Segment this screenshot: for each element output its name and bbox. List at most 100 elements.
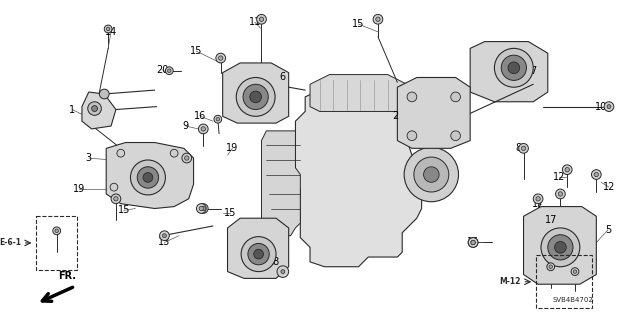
Text: 14: 14 — [105, 27, 117, 37]
Circle shape — [508, 62, 520, 74]
Circle shape — [376, 17, 380, 21]
Circle shape — [143, 173, 153, 182]
Polygon shape — [228, 218, 289, 278]
Circle shape — [571, 268, 579, 276]
Circle shape — [281, 270, 285, 273]
Circle shape — [250, 91, 262, 103]
Text: 17: 17 — [532, 199, 544, 209]
Circle shape — [468, 238, 478, 247]
Text: 16: 16 — [194, 111, 207, 121]
Circle shape — [549, 265, 552, 269]
Text: 1: 1 — [69, 105, 76, 115]
Circle shape — [248, 243, 269, 265]
Circle shape — [536, 197, 540, 201]
Circle shape — [106, 27, 110, 31]
Circle shape — [201, 206, 205, 211]
Text: 10: 10 — [595, 102, 607, 112]
Circle shape — [573, 270, 577, 273]
Circle shape — [257, 14, 266, 24]
Text: 2: 2 — [392, 111, 399, 121]
Circle shape — [407, 131, 417, 141]
Text: 15: 15 — [353, 19, 365, 29]
Polygon shape — [106, 143, 193, 209]
Text: 20: 20 — [156, 65, 169, 75]
Text: 3: 3 — [86, 153, 92, 163]
Circle shape — [563, 165, 572, 174]
Circle shape — [110, 183, 118, 191]
Circle shape — [241, 237, 276, 271]
Circle shape — [163, 234, 166, 238]
Circle shape — [198, 204, 208, 213]
Circle shape — [114, 197, 118, 201]
Circle shape — [555, 241, 566, 253]
Circle shape — [277, 266, 289, 278]
Circle shape — [533, 194, 543, 204]
Circle shape — [184, 156, 189, 160]
Circle shape — [111, 194, 121, 204]
Text: 15: 15 — [190, 46, 203, 56]
Bar — [36, 216, 77, 270]
Circle shape — [214, 115, 221, 123]
Polygon shape — [470, 41, 548, 102]
Text: 18: 18 — [268, 257, 280, 267]
Circle shape — [117, 149, 125, 157]
Polygon shape — [397, 78, 470, 148]
Circle shape — [137, 167, 159, 188]
Text: E-6-1: E-6-1 — [0, 239, 21, 248]
Circle shape — [468, 238, 478, 247]
Text: FR.: FR. — [58, 271, 76, 281]
Text: 13: 13 — [158, 237, 171, 248]
Circle shape — [547, 263, 555, 271]
Text: 7: 7 — [530, 66, 536, 76]
Text: 8: 8 — [516, 143, 522, 153]
Text: M-12: M-12 — [499, 277, 520, 286]
Circle shape — [471, 240, 476, 245]
Circle shape — [558, 192, 563, 196]
Circle shape — [92, 106, 97, 111]
Circle shape — [165, 67, 173, 75]
Circle shape — [471, 240, 476, 245]
Circle shape — [541, 228, 580, 267]
Circle shape — [404, 147, 458, 202]
Circle shape — [501, 55, 527, 80]
Text: 15: 15 — [224, 208, 237, 219]
Polygon shape — [310, 75, 407, 111]
Circle shape — [407, 92, 417, 102]
Circle shape — [182, 153, 191, 163]
Bar — [536, 255, 593, 308]
Circle shape — [99, 89, 109, 99]
Circle shape — [243, 84, 268, 109]
Circle shape — [591, 170, 601, 179]
Circle shape — [198, 124, 208, 134]
Circle shape — [199, 206, 204, 211]
Text: 9: 9 — [183, 121, 189, 131]
Circle shape — [55, 229, 58, 233]
Circle shape — [451, 92, 460, 102]
Polygon shape — [223, 63, 289, 123]
Circle shape — [168, 69, 171, 72]
Text: 11: 11 — [248, 17, 261, 27]
Circle shape — [201, 127, 205, 131]
Text: 15: 15 — [118, 205, 130, 215]
Circle shape — [259, 17, 264, 21]
Text: 12: 12 — [603, 182, 615, 192]
Text: SVB4B4702: SVB4B4702 — [553, 297, 593, 303]
Circle shape — [373, 14, 383, 24]
Text: 5: 5 — [605, 225, 611, 235]
Circle shape — [594, 172, 598, 177]
Circle shape — [548, 235, 573, 260]
Circle shape — [424, 167, 439, 182]
Polygon shape — [262, 131, 300, 236]
Circle shape — [236, 78, 275, 116]
Circle shape — [607, 105, 611, 108]
Text: 19: 19 — [227, 143, 239, 153]
Circle shape — [218, 56, 223, 60]
Circle shape — [604, 102, 614, 111]
Circle shape — [104, 25, 112, 33]
Circle shape — [556, 189, 565, 199]
Text: 17: 17 — [545, 215, 557, 225]
Circle shape — [522, 146, 525, 151]
Circle shape — [451, 131, 460, 141]
Circle shape — [88, 102, 101, 115]
Circle shape — [253, 249, 264, 259]
